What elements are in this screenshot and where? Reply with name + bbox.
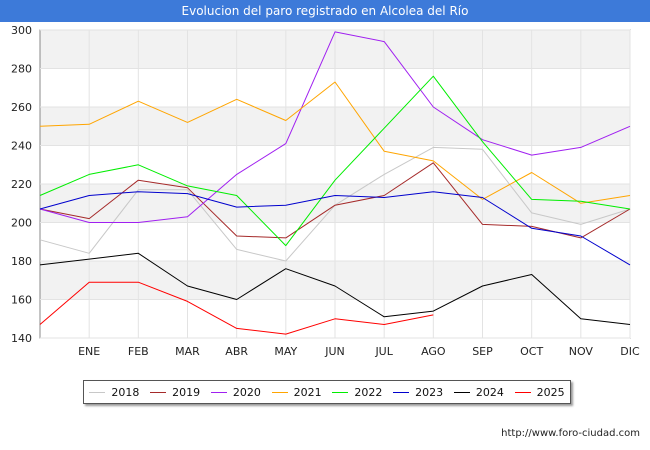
legend-swatch bbox=[89, 391, 106, 393]
y-tick-label: 140 bbox=[11, 332, 32, 345]
x-tick-label: JUL bbox=[374, 345, 393, 358]
series-line-2024 bbox=[39, 252, 631, 325]
legend-swatch bbox=[210, 391, 227, 393]
legend-label: 2022 bbox=[354, 385, 383, 399]
series-line-2020 bbox=[39, 31, 631, 223]
y-tick-label: 220 bbox=[11, 178, 32, 191]
series-line-2021 bbox=[39, 81, 631, 204]
legend-swatch bbox=[332, 391, 349, 393]
x-tick-label: ENE bbox=[78, 345, 100, 358]
legend-item-2023: 2023 bbox=[393, 386, 443, 399]
x-axis-ticks: ENE FEB MAR ABR MAY JUN JUL AGO SEP OCT NOV DIC bbox=[78, 30, 640, 358]
legend-label: 2025 bbox=[536, 385, 565, 399]
legend-label: 2018 bbox=[111, 385, 140, 399]
series-line-2022 bbox=[39, 75, 631, 247]
legend: 2018 2019 2020 2021 2022 2023 2024 2025 bbox=[83, 380, 571, 404]
legend-swatch bbox=[393, 391, 410, 393]
legend-label: 2019 bbox=[172, 385, 201, 399]
legend-item-2024: 2024 bbox=[453, 385, 504, 399]
x-tick-label: JUN bbox=[324, 345, 345, 358]
x-tick-label: MAY bbox=[274, 345, 297, 358]
x-tick-label: NOV bbox=[569, 345, 594, 358]
y-tick-label: 280 bbox=[11, 63, 32, 76]
y-tick-label: 160 bbox=[11, 294, 32, 307]
series-line-2019 bbox=[39, 162, 631, 239]
y-tick-label: 260 bbox=[11, 101, 32, 114]
x-tick-label: SEP bbox=[472, 345, 493, 358]
x-tick-label: OCT bbox=[520, 345, 543, 358]
y-tick-label: 200 bbox=[11, 217, 32, 230]
legend-item-2018: 2018 bbox=[89, 386, 139, 399]
legend-swatch bbox=[150, 391, 167, 393]
legend-label: 2020 bbox=[232, 385, 261, 399]
footer-url: http://www.foro-ciudad.com bbox=[501, 428, 640, 439]
x-tick-label: DIC bbox=[620, 345, 640, 358]
legend-item-2025: 2025 bbox=[514, 385, 565, 399]
x-tick-label: MAR bbox=[175, 345, 200, 358]
y-tick-label: 180 bbox=[11, 255, 32, 268]
legend-label: 2021 bbox=[293, 385, 322, 399]
legend-item-2021: 2021 bbox=[271, 385, 322, 399]
x-tick-label: ABR bbox=[225, 345, 248, 358]
legend-item-2019: 2019 bbox=[150, 386, 200, 399]
series-line-2023 bbox=[39, 191, 631, 266]
legend-item-2020: 2020 bbox=[210, 385, 261, 399]
x-tick-label: AGO bbox=[421, 345, 446, 358]
legend-swatch bbox=[271, 391, 288, 393]
legend-swatch bbox=[514, 391, 531, 393]
x-tick-label: FEB bbox=[128, 345, 149, 358]
legend-label: 2024 bbox=[475, 385, 504, 399]
y-tick-label: 240 bbox=[11, 140, 32, 153]
legend-swatch bbox=[453, 391, 470, 393]
legend-item-2022: 2022 bbox=[332, 386, 382, 399]
series-line-2025 bbox=[39, 281, 434, 335]
series-lines bbox=[39, 31, 631, 335]
legend-label: 2023 bbox=[415, 385, 444, 399]
y-tick-label: 300 bbox=[11, 24, 32, 37]
chart-title: Evolucion del paro registrado en Alcolea… bbox=[0, 0, 650, 22]
